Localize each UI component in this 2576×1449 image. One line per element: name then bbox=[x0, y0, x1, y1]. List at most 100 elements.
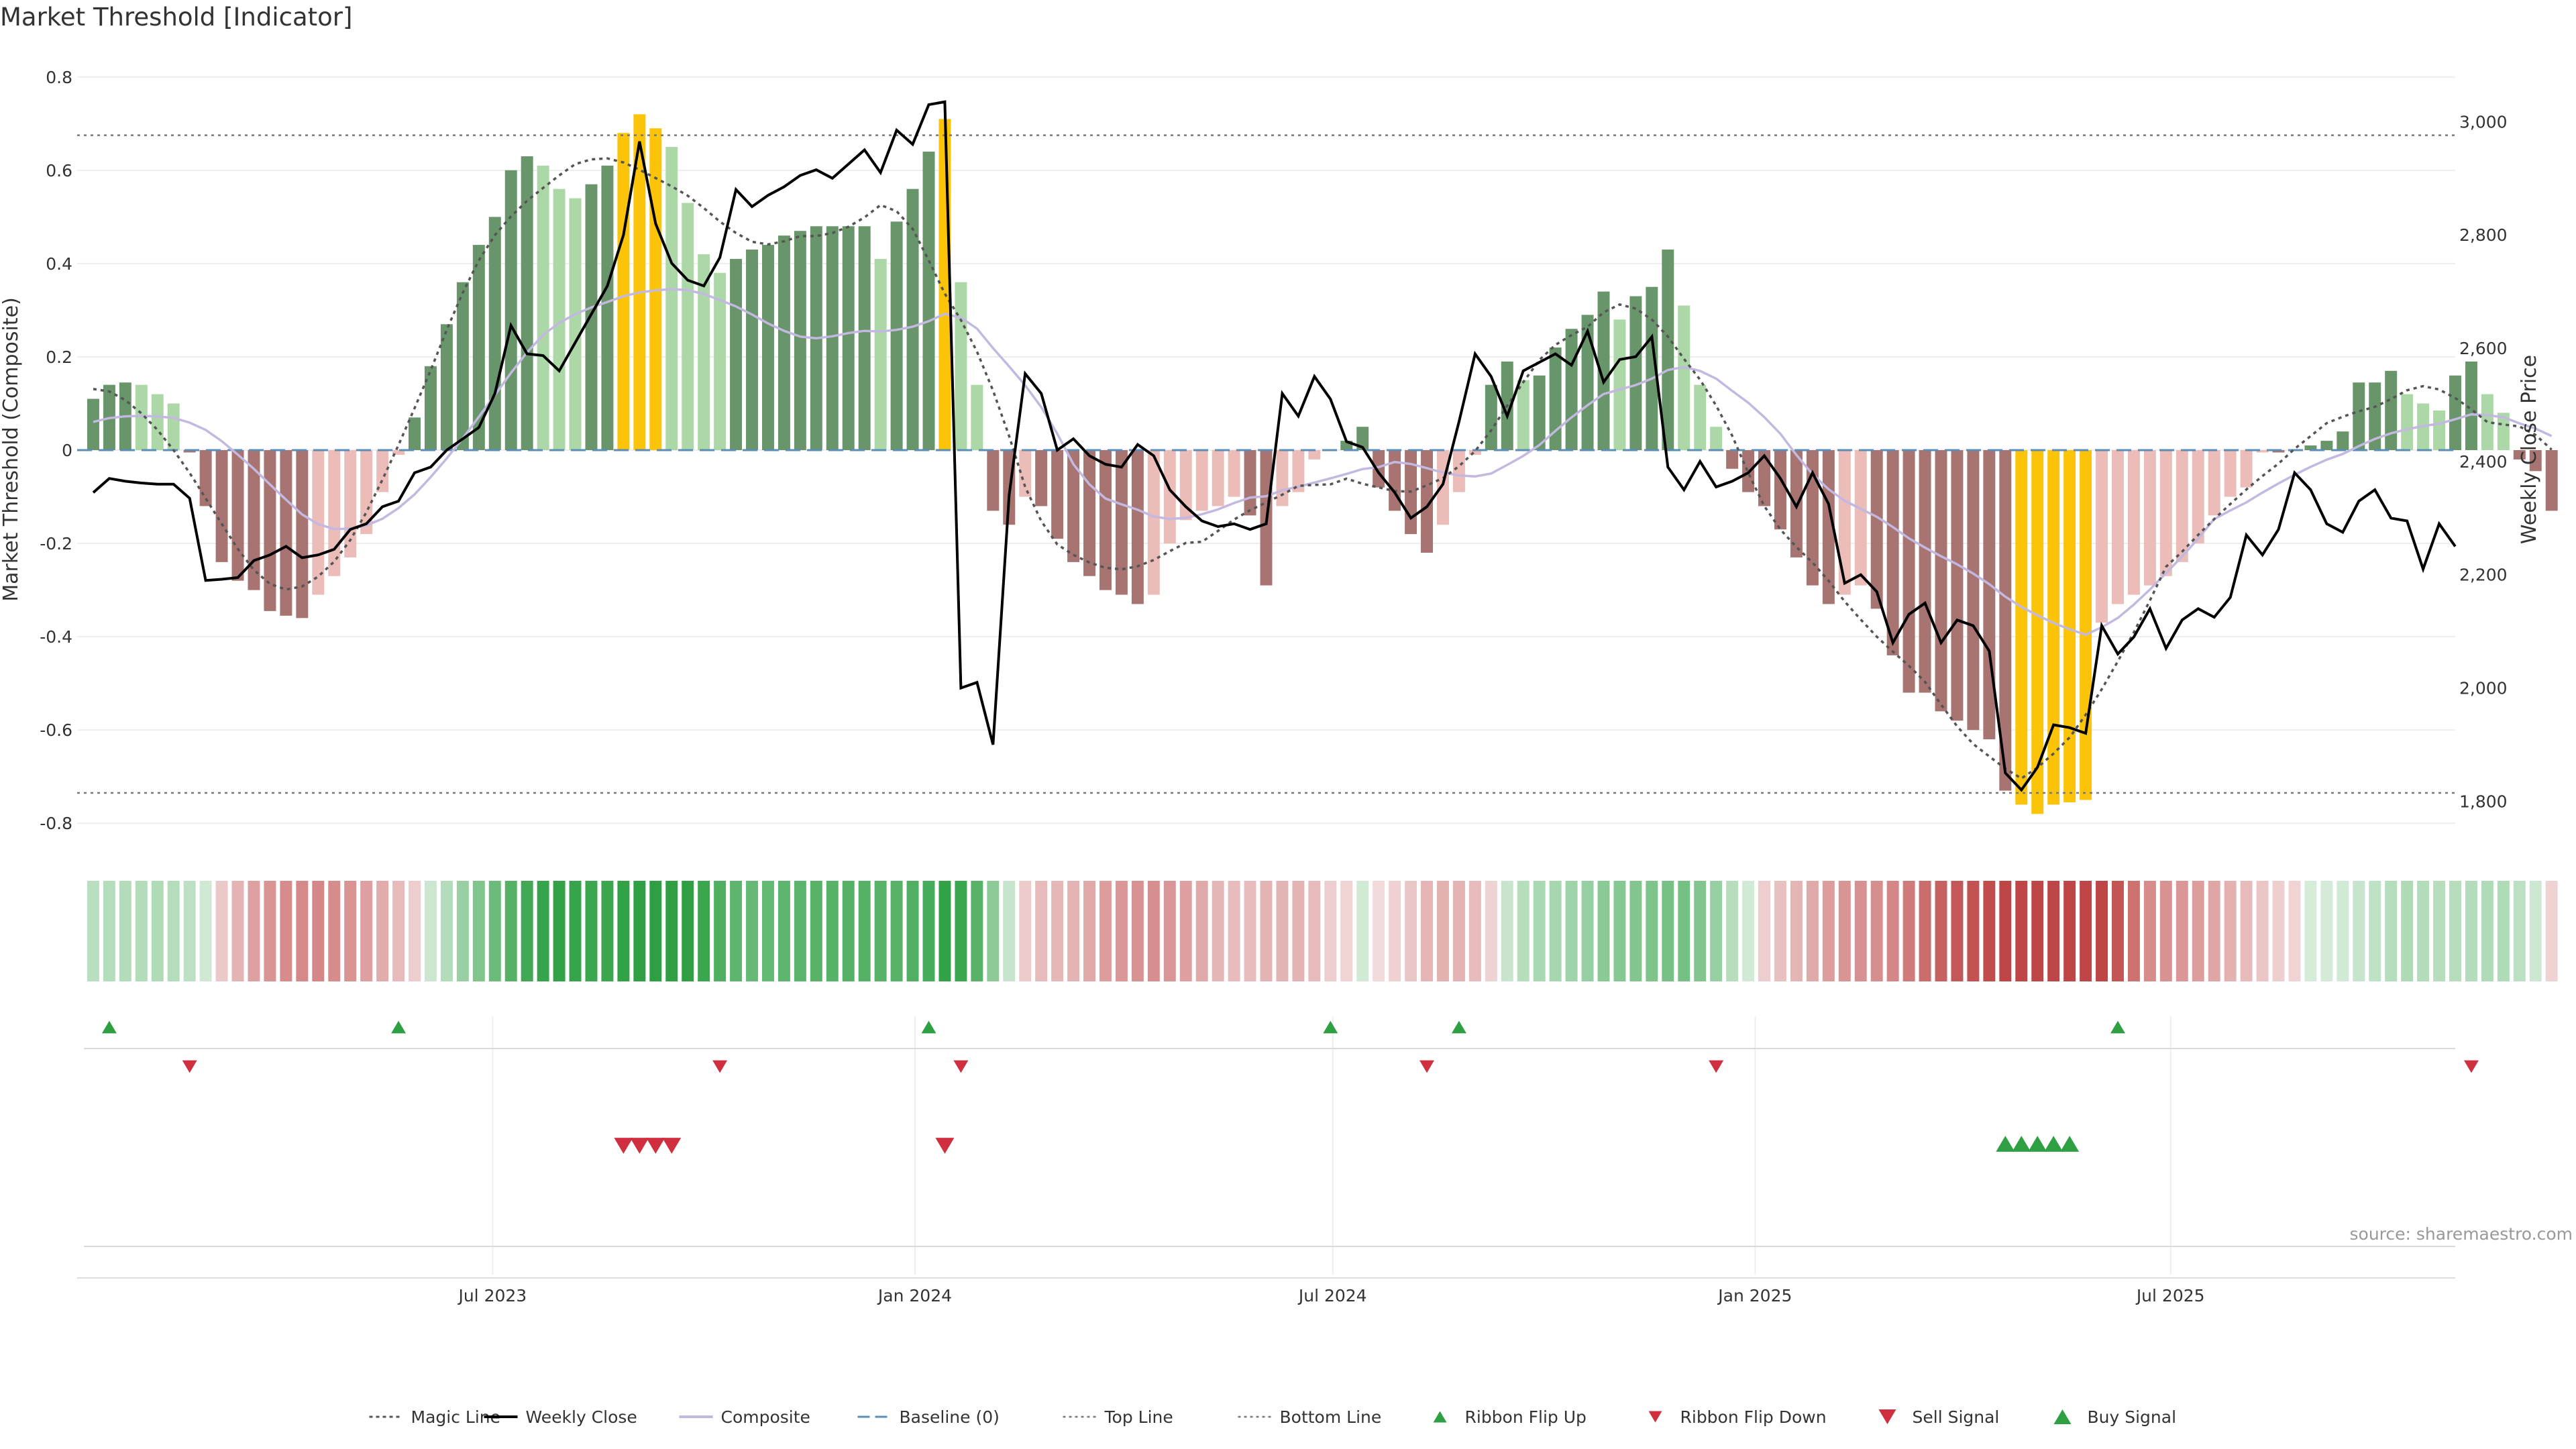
ribbon-cell bbox=[231, 881, 244, 981]
ribbon-cell bbox=[521, 881, 533, 981]
composite-bar bbox=[858, 226, 871, 450]
composite-bar bbox=[2449, 375, 2461, 450]
ribbon-cell bbox=[2513, 881, 2526, 981]
legend-item-composite: Composite bbox=[679, 1407, 810, 1427]
sell-signal-marker bbox=[935, 1138, 955, 1154]
composite-bar bbox=[2063, 450, 2076, 802]
composite-bar bbox=[842, 226, 855, 450]
composite-bar bbox=[2433, 410, 2446, 450]
composite-bar bbox=[248, 450, 260, 590]
ribbon-cell bbox=[2401, 881, 2414, 981]
composite-bar bbox=[633, 114, 646, 450]
ribbon-cell bbox=[777, 881, 790, 981]
composite-bar bbox=[1067, 450, 1080, 562]
composite-bar bbox=[504, 170, 517, 450]
ribbon-cell bbox=[1405, 881, 1417, 981]
ribbon-cell bbox=[1452, 881, 1465, 981]
composite-bar bbox=[1919, 450, 1931, 693]
legend-item-sell: Sell Signal bbox=[1878, 1407, 1999, 1427]
ribbon-cell bbox=[1195, 881, 1208, 981]
ribbon-cell bbox=[1099, 881, 1112, 981]
ribbon-cell bbox=[2545, 881, 2558, 981]
ribbon-cell bbox=[1115, 881, 1128, 981]
ribbon-flip-up-marker bbox=[101, 1020, 117, 1034]
composite-bar bbox=[1115, 450, 1128, 595]
ribbon-cell bbox=[1902, 881, 1915, 981]
ribbon-cell bbox=[248, 881, 260, 981]
legend-item-top: Top Line bbox=[1063, 1407, 1173, 1427]
ribbon-cell bbox=[1629, 881, 1642, 981]
composite-bar bbox=[360, 450, 373, 535]
composite-bar bbox=[151, 394, 164, 450]
composite-bar bbox=[2529, 450, 2542, 472]
x-tick-label: Jul 2024 bbox=[1297, 1286, 1367, 1305]
ribbon-cell bbox=[1613, 881, 1626, 981]
legend-label: Ribbon Flip Up bbox=[1465, 1407, 1587, 1427]
sell-signal-marker bbox=[662, 1138, 682, 1154]
ribbon-cell bbox=[1806, 881, 1819, 981]
ribbon-cell bbox=[1790, 881, 1803, 981]
legend-label: Weekly Close bbox=[526, 1407, 637, 1427]
ribbon-cell bbox=[2497, 881, 2510, 981]
ribbon-cell bbox=[1051, 881, 1064, 981]
composite-line bbox=[93, 288, 2553, 636]
composite-bar bbox=[2256, 450, 2269, 453]
ribbon-cell bbox=[1147, 881, 1160, 981]
composite-bar bbox=[2353, 382, 2365, 450]
ribbon-cell bbox=[2272, 881, 2285, 981]
composite-bar bbox=[794, 231, 806, 450]
composite-bar bbox=[183, 450, 196, 453]
ribbon-flip-up-marker bbox=[1451, 1020, 1466, 1034]
ribbon-cell bbox=[617, 881, 630, 981]
lines-layer bbox=[77, 100, 2553, 794]
x-tick-label: Jul 2025 bbox=[2135, 1286, 2205, 1305]
composite-bar bbox=[2401, 394, 2414, 450]
composite-bar bbox=[1999, 450, 2012, 791]
composite-bar bbox=[777, 235, 790, 450]
composite-bar bbox=[1967, 450, 1980, 731]
ribbon-cell bbox=[2304, 881, 2317, 981]
composite-bar bbox=[2545, 450, 2558, 511]
ribbon-cell bbox=[1549, 881, 1562, 981]
y-tick-label: 0 bbox=[62, 441, 72, 460]
ribbon-cell bbox=[2481, 881, 2493, 981]
ribbon-cell bbox=[2433, 881, 2446, 981]
composite-bar bbox=[2047, 450, 2060, 805]
legend-item-bottom: Bottom Line bbox=[1238, 1407, 1381, 1427]
ribbon-cell bbox=[601, 881, 614, 981]
composite-bar bbox=[1854, 450, 1867, 586]
composite-bar bbox=[1308, 450, 1321, 460]
ribbon-cell bbox=[215, 881, 228, 981]
y2-tick-label: 2,600 bbox=[2459, 339, 2508, 358]
ribbon-cell bbox=[1983, 881, 1996, 981]
composite-bar bbox=[826, 226, 839, 450]
ribbon-cell bbox=[955, 881, 967, 981]
ribbon-cell bbox=[2127, 881, 2140, 981]
ribbon-cell bbox=[1131, 881, 1144, 981]
composite-bar bbox=[682, 203, 694, 450]
composite-bar bbox=[1629, 296, 1642, 450]
ribbon-flip-up-marker bbox=[2110, 1020, 2125, 1034]
composite-bar bbox=[746, 250, 758, 450]
ribbon-cell bbox=[2080, 881, 2092, 981]
ribbon-cell bbox=[1678, 881, 1690, 981]
y-tick-label: 0.6 bbox=[46, 161, 72, 180]
ribbon-cell bbox=[1067, 881, 1080, 981]
composite-bar bbox=[553, 189, 566, 450]
ribbon-cell bbox=[119, 881, 131, 981]
composite-bar bbox=[1662, 250, 1674, 450]
ribbon-cell bbox=[938, 881, 951, 981]
ribbon-cell bbox=[1421, 881, 1434, 981]
ribbon-cell bbox=[649, 881, 662, 981]
legend-label: Composite bbox=[721, 1407, 810, 1427]
legend-label: Ribbon Flip Down bbox=[1680, 1407, 1827, 1427]
y2-axis-label: Weekly Close Price bbox=[2518, 355, 2541, 544]
composite-bar bbox=[585, 184, 598, 450]
ribbon-cell bbox=[360, 881, 373, 981]
composite-bar bbox=[521, 156, 533, 450]
ribbon-cell bbox=[183, 881, 196, 981]
ribbon-flip-down-marker bbox=[712, 1060, 728, 1073]
composite-bar bbox=[2080, 450, 2092, 800]
composite-bar bbox=[2240, 450, 2253, 488]
ribbon-cell bbox=[842, 881, 855, 981]
